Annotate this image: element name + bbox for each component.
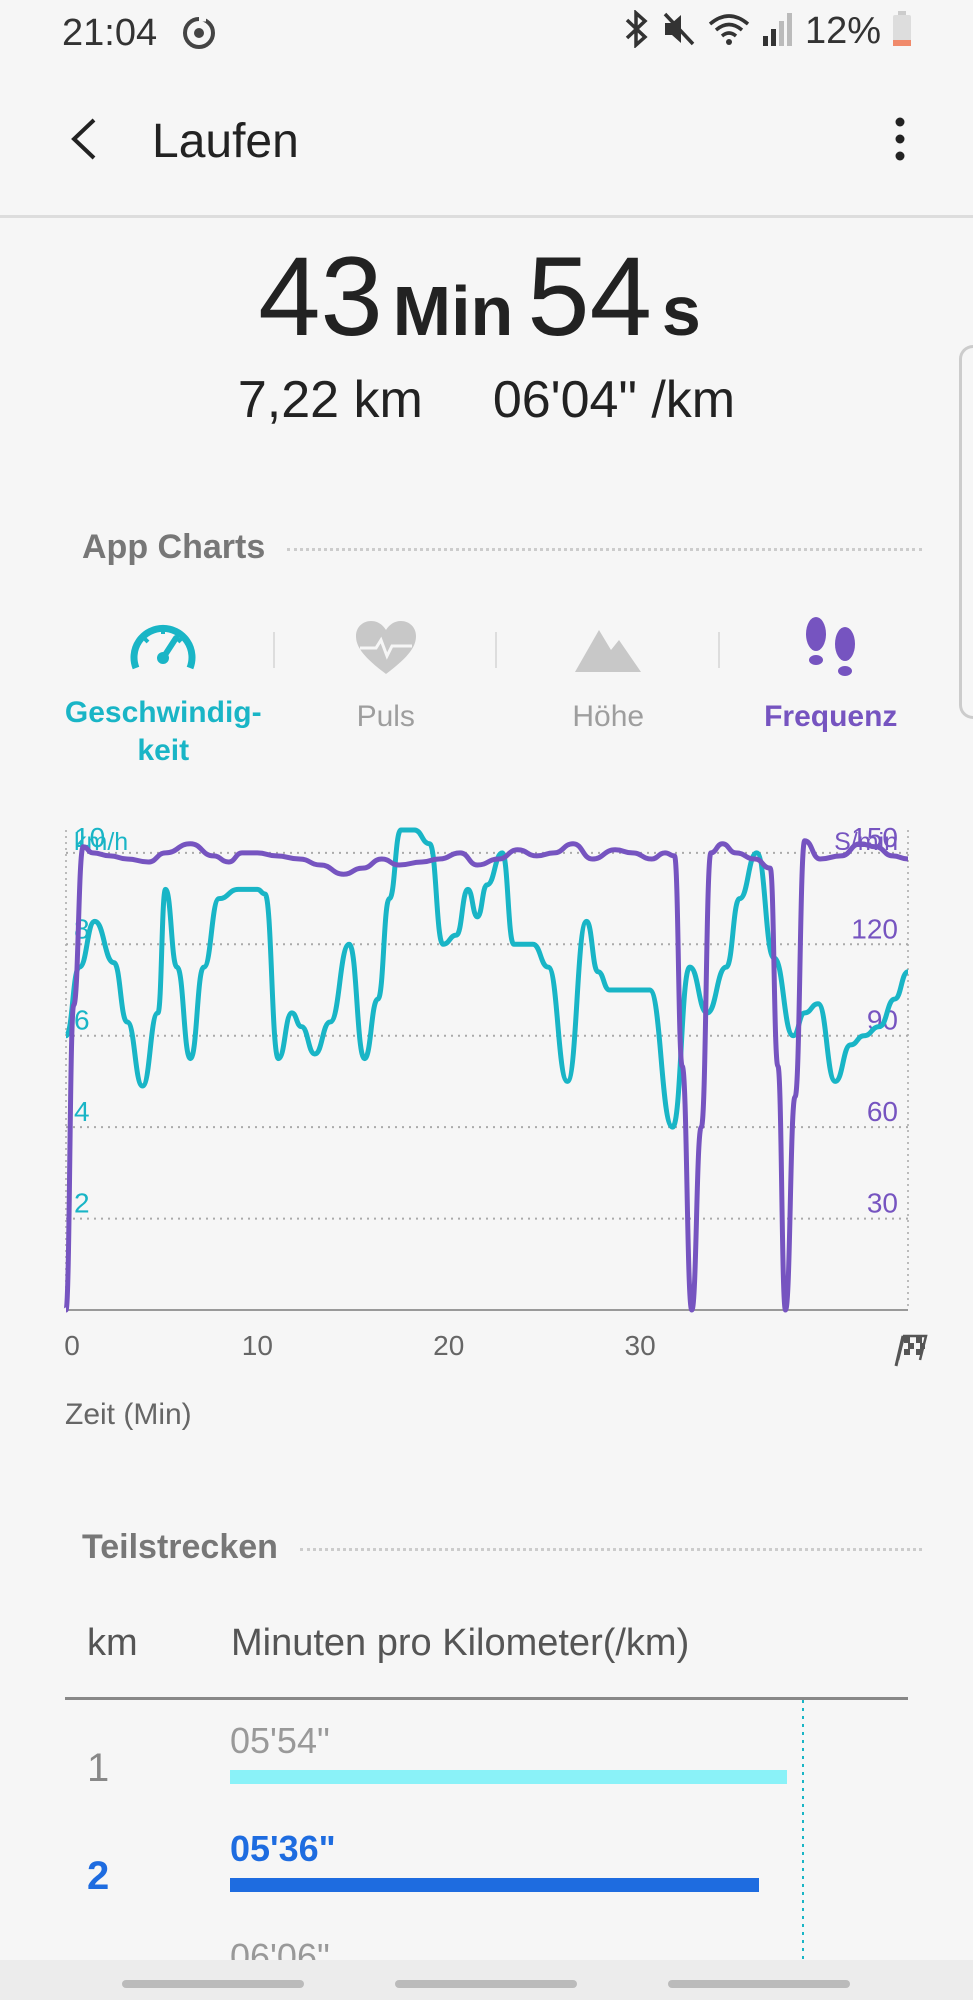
duration-seconds-unit: s	[661, 272, 701, 350]
back-button[interactable]	[62, 114, 112, 164]
tab-cadence[interactable]: Frequenz	[720, 610, 943, 770]
tab-separator	[495, 632, 497, 668]
splits-table-header: km Minuten pro Kilometer(/km)	[65, 1610, 908, 1700]
column-header-km: km	[87, 1622, 138, 1664]
right-tick-label: 60	[867, 1096, 898, 1127]
status-time: 21:04	[62, 12, 158, 54]
app-charts-header: App Charts	[82, 528, 922, 567]
edge-panel-handle[interactable]	[959, 345, 973, 719]
tab-heart-rate[interactable]: Puls	[275, 610, 497, 770]
chart-tabs: Geschwindig- keit Puls Höhe Frequenz	[52, 610, 942, 770]
splits-header: Teilstrecken	[82, 1528, 922, 1567]
tab-cadence-label: Frequenz	[764, 700, 898, 733]
mountain-icon	[573, 622, 643, 679]
split-pace: 05'54"	[230, 1720, 330, 1761]
distance-value: 7,22 km	[237, 371, 423, 429]
split-row: 2 05'36"	[65, 1820, 908, 1928]
workout-summary: 7,22 km 06'04" /km	[0, 370, 973, 430]
battery-percent: 12%	[804, 10, 881, 52]
tab-separator	[717, 632, 720, 668]
column-header-pace: Minuten pro Kilometer(/km)	[231, 1622, 690, 1664]
x-axis-ticks: 0 10 20 30	[64, 1330, 655, 1361]
duration-minutes: 43	[258, 234, 383, 359]
split-bar	[230, 1878, 759, 1892]
signal-icon	[761, 10, 795, 53]
chart-series	[63, 827, 910, 1313]
divider	[299, 1548, 922, 1551]
average-pace-line	[802, 1700, 804, 1960]
right-tick-label: 120	[851, 913, 898, 944]
speedometer-icon	[128, 616, 198, 681]
split-row: 3 06'06"	[65, 1928, 908, 1960]
left-tick-label: 6	[74, 1005, 90, 1036]
wifi-icon	[707, 10, 751, 53]
more-options-button[interactable]	[885, 114, 915, 164]
split-pace: 05'36"	[230, 1828, 336, 1869]
tab-speed[interactable]: Geschwindig- keit	[52, 610, 275, 770]
x-tick-label: 10	[242, 1330, 273, 1361]
status-bar: 21:04 12%	[0, 0, 973, 66]
left-tick-label: 10	[74, 822, 105, 853]
tab-heart-rate-label: Puls	[356, 700, 415, 733]
heart-icon	[354, 620, 418, 681]
duration-seconds: 54	[527, 234, 652, 359]
nav-back-button[interactable]	[668, 1980, 850, 1988]
pace-value: 06'04" /km	[492, 371, 736, 429]
x-tick-label: 0	[64, 1330, 80, 1361]
split-pace: 06'06"	[230, 1936, 330, 1960]
right-tick-label: 30	[867, 1188, 898, 1219]
nav-recents-button[interactable]	[122, 1980, 304, 1988]
finish-flag-icon	[894, 1334, 928, 1367]
bluetooth-icon	[621, 9, 651, 53]
page-title: Laufen	[152, 115, 299, 168]
tab-altitude[interactable]: Höhe	[497, 610, 720, 770]
x-tick-label: 30	[625, 1330, 656, 1361]
duration-minutes-unit: Min	[392, 272, 514, 350]
divider	[287, 548, 922, 551]
cadence-series-line	[63, 838, 909, 1313]
app-bar: Laufen	[0, 66, 973, 218]
splits-title: Teilstrecken	[82, 1528, 278, 1566]
split-row: 1 05'54"	[65, 1712, 908, 1820]
split-km: 1	[87, 1746, 110, 1790]
mute-icon	[661, 10, 697, 53]
sync-icon	[180, 14, 218, 57]
split-km: 2	[87, 1854, 110, 1898]
split-bar	[230, 1770, 787, 1784]
tab-speed-label: Geschwindig- keit	[64, 696, 262, 767]
app-charts-title: App Charts	[82, 528, 266, 566]
left-tick-label: 2	[74, 1188, 90, 1219]
status-icons: 12%	[621, 9, 913, 53]
nav-home-button[interactable]	[395, 1980, 577, 1988]
tab-separator	[272, 632, 275, 668]
navigation-bar	[0, 1960, 973, 2000]
x-tick-label: 20	[433, 1330, 464, 1361]
speed-series-line	[63, 827, 910, 1130]
footsteps-icon	[802, 616, 860, 685]
workout-duration: 43 Min 54 s	[0, 232, 973, 361]
battery-icon	[891, 10, 913, 53]
x-axis-label: Zeit (Min)	[65, 1398, 192, 1431]
left-tick-label: 4	[74, 1096, 90, 1127]
tab-altitude-label: Höhe	[572, 700, 645, 733]
